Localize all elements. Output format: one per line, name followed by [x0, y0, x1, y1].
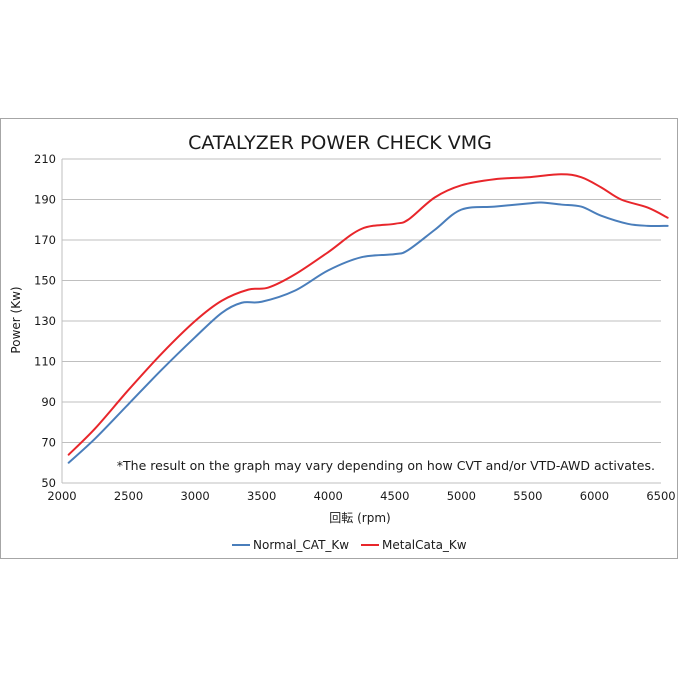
x-axis-label: 回転 (rpm): [329, 511, 390, 525]
y-tick-label-190: 190: [34, 193, 56, 207]
x-tick-label-2500: 2500: [114, 489, 143, 503]
y-tick-label-50: 50: [41, 476, 56, 490]
series-lines: [67, 173, 669, 464]
x-tick-label-5500: 5500: [513, 489, 542, 503]
x-tick-labels: 2000 2500 3000 3500 4000 4500 5000 5500 6000 6500: [47, 489, 675, 503]
y-tick-label-170: 170: [34, 233, 56, 247]
x-tick-label-6000: 6000: [580, 489, 609, 503]
x-tick-label-6500: 6500: [646, 489, 675, 503]
y-tick-labels: 50 70 90 110 130 150 170 190 210: [34, 152, 56, 490]
chart-annotation: *The result on the graph may vary depend…: [117, 458, 655, 473]
y-tick-label-130: 130: [34, 314, 56, 328]
y-tick-label-110: 110: [34, 355, 56, 369]
x-tick-label-4000: 4000: [314, 489, 343, 503]
x-tick-label-3500: 3500: [247, 489, 276, 503]
series-line-MetalCata_Kw: [67, 173, 669, 456]
series-line-Normal_CAT_Kw: [67, 201, 669, 464]
x-tick-label-4500: 4500: [380, 489, 409, 503]
y-tick-label-90: 90: [41, 395, 56, 409]
x-tick-label-3000: 3000: [180, 489, 209, 503]
legend-label-MetalCata_Kw: MetalCata_Kw: [382, 538, 467, 552]
y-axis-label: Power (Kw): [9, 286, 23, 353]
chart-frame: [0, 118, 678, 559]
y-tick-label-210: 210: [34, 152, 56, 166]
legend-label-Normal_CAT_Kw: Normal_CAT_Kw: [253, 538, 349, 552]
chart-title: CATALYZER POWER CHECK VMG: [188, 132, 492, 154]
chart-legend: Normal_CAT_Kw MetalCata_Kw: [232, 538, 467, 552]
grid-lines: [61, 158, 661, 484]
x-tick-label-5000: 5000: [447, 489, 476, 503]
y-tick-label-70: 70: [41, 436, 56, 450]
x-tick-label-2000: 2000: [47, 489, 76, 503]
y-tick-label-150: 150: [34, 274, 56, 288]
